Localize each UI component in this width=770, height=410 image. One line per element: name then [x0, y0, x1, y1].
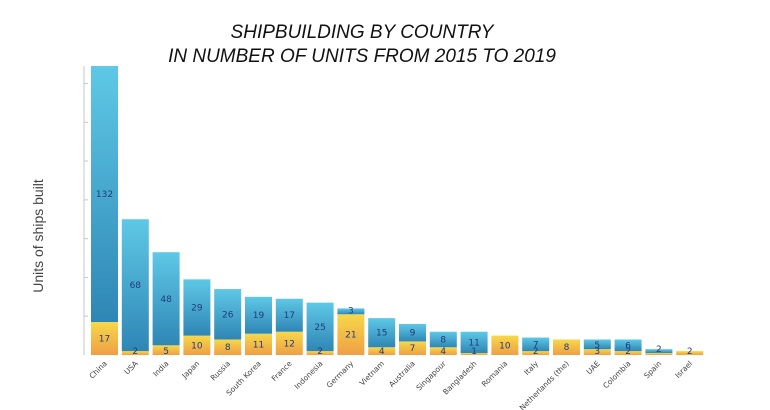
bar-top-segment: [399, 323, 426, 342]
bar-bottom-segment: [676, 351, 704, 355]
bar-bottom-segment: [152, 345, 180, 355]
bar-top-value-label: 19: [253, 311, 265, 321]
bars: [91, 66, 704, 355]
bar-bottom-segment: [460, 353, 488, 355]
bar-bottom-value-label: 17: [99, 335, 110, 345]
x-tick-label: USA: [122, 358, 140, 376]
bar-top-value-label: 5: [594, 341, 600, 351]
x-tick-label: Spain: [642, 359, 663, 380]
bar-bottom-value-label: 2: [533, 347, 539, 357]
x-tick-label: Japan: [179, 359, 201, 381]
bar-bottom-segment: [306, 351, 334, 355]
x-tick-label: Germany: [325, 359, 356, 390]
x-tick-label: Vietnam: [358, 359, 386, 387]
bar-top-segment: [245, 296, 272, 334]
x-tick-label: Russia: [209, 359, 232, 382]
bar-top-value-label: 48: [160, 295, 172, 305]
bar-bottom-segment: [491, 335, 519, 355]
value-labels: 1713226854810298261119121722521341579481…: [96, 190, 693, 357]
bar-top-value-label: 68: [130, 281, 142, 291]
bar-bottom-segment: [429, 347, 457, 355]
bar-top-value-label: 9: [410, 329, 416, 339]
bar-bottom-segment: [214, 339, 242, 355]
bar-bottom-value-label: 12: [284, 339, 295, 349]
y-axis-label: Units of ships built: [30, 179, 46, 293]
chart-title-line-2: IN NUMBER OF UNITS FROM 2015 TO 2019: [168, 46, 556, 67]
bar-bottom-value-label: 1: [471, 347, 477, 357]
x-tick-label: Indonesia: [292, 359, 324, 391]
bar-bottom-value-label: 4: [440, 347, 446, 357]
bar-bottom-segment: [183, 335, 211, 355]
bar-bottom-value-label: 5: [163, 347, 169, 357]
bar-bottom-value-label: 2: [132, 347, 138, 357]
bar-bottom-value-label: 21: [345, 331, 356, 341]
bar-bottom-value-label: 10: [191, 341, 203, 351]
x-tick-label: Australia: [387, 359, 417, 389]
bar-bottom-segment: [275, 331, 303, 355]
bar-bottom-segment: [368, 347, 396, 355]
chart-title-line-1: SHIPBUILDING BY COUNTRY: [231, 22, 495, 43]
bar-bottom-segment: [645, 353, 673, 355]
bar-bottom-value-label: 8: [225, 343, 231, 353]
bar-top-segment: [275, 298, 303, 332]
x-tick-label: Colombia: [601, 359, 632, 390]
x-tick-label: Romania: [480, 359, 510, 389]
x-tick-label: India: [151, 359, 170, 378]
bar-top-segment: [214, 289, 242, 340]
x-tick-label: UAE: [584, 359, 601, 376]
bar-top-segment: [583, 339, 611, 350]
bar-top-value-label: 17: [284, 311, 295, 321]
bar-bottom-segment: [91, 322, 118, 355]
bar-top-segment: [460, 331, 488, 354]
y-axis-ticks: [84, 82, 88, 317]
bar-top-value-label: 2: [656, 345, 662, 355]
bar-top-segment: [429, 331, 457, 348]
bar-bottom-value-label: 2: [625, 347, 631, 357]
x-tick-label: Italy: [522, 359, 540, 377]
x-tick-label: France: [270, 359, 294, 383]
bar-top-segment: [306, 302, 334, 352]
bar-top-segment: [91, 66, 118, 323]
bar-bottom-value-label: 8: [564, 343, 570, 353]
bar-top-segment: [121, 219, 149, 352]
bar-top-value-label: 7: [533, 340, 539, 350]
bar-bottom-segment: [522, 351, 550, 355]
x-tick-label: China: [87, 359, 109, 381]
bar-top-segment: [368, 318, 396, 348]
bar-top-value-label: 8: [440, 335, 446, 345]
bar-top-segment: [614, 339, 642, 352]
bar-bottom-value-label: 2: [687, 347, 693, 357]
bar-top-value-label: 26: [222, 310, 234, 320]
bar-bottom-segment: [614, 351, 642, 355]
bar-top-value-label: 6: [625, 341, 631, 351]
bar-bottom-value-label: 3: [594, 347, 600, 357]
bar-bottom-value-label: 10: [499, 341, 511, 351]
bar-bottom-value-label: 4: [379, 347, 385, 357]
x-tick-label: Israel: [673, 359, 694, 380]
bar-bottom-segment: [337, 314, 365, 355]
bar-top-segment: [152, 252, 180, 346]
bar-bottom-segment: [583, 349, 611, 355]
bar-bottom-segment: [121, 351, 149, 355]
bar-bottom-segment: [553, 339, 580, 355]
bar-top-value-label: 3: [348, 306, 354, 316]
bar-top-value-label: 25: [314, 323, 325, 333]
bar-top-segment: [645, 349, 673, 354]
bar-bottom-value-label: 11: [253, 340, 264, 350]
bar-bottom-segment: [245, 333, 272, 355]
bar-bottom-value-label: 7: [410, 344, 416, 354]
bar-top-value-label: 11: [468, 338, 479, 348]
bar-top-segment: [183, 279, 211, 336]
bar-bottom-value-label: 2: [317, 347, 323, 357]
bar-top-value-label: 15: [376, 329, 387, 339]
bar-top-value-label: 29: [191, 303, 203, 313]
bar-top-segment: [522, 337, 550, 352]
bar-top-segment: [337, 308, 365, 315]
bar-bottom-segment: [399, 341, 426, 355]
bar-top-value-label: 132: [96, 190, 113, 200]
